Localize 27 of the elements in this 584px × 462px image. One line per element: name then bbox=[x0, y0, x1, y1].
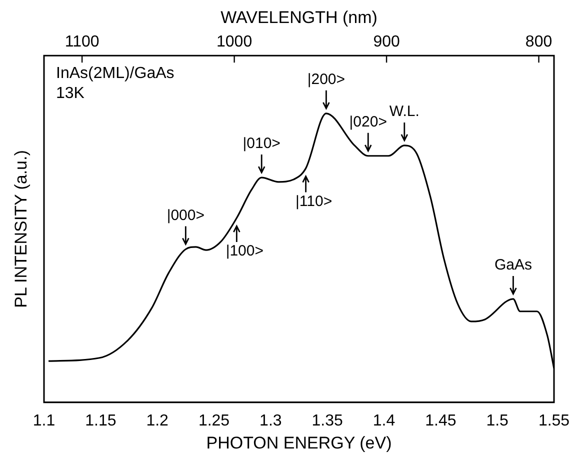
x-tick-label: 1.55 bbox=[538, 412, 570, 430]
text: 13K bbox=[56, 85, 85, 102]
x2-axis-title: WAVELENGTH (nm) bbox=[220, 8, 378, 27]
x-axis-title: PHOTON ENERGY (eV) bbox=[206, 433, 392, 452]
annotation: |010> bbox=[242, 135, 281, 152]
x2-tick-label: 1100 bbox=[64, 33, 100, 50]
annotation: |100> bbox=[226, 242, 264, 260]
annotation: |110> bbox=[296, 192, 332, 210]
x-tick-label: 1.4 bbox=[372, 412, 396, 430]
annotation: |020> bbox=[349, 114, 388, 131]
x-tick-label: 1.2 bbox=[146, 412, 169, 430]
x-tick-label: 1.25 bbox=[198, 412, 230, 430]
x-tick-label: 1.1 bbox=[32, 412, 56, 430]
y-axis-title: PL INTENSITY (a.u.) bbox=[12, 150, 31, 308]
x-tick-label: 1.35 bbox=[312, 412, 344, 430]
x-tick-label: 1.5 bbox=[486, 412, 509, 430]
annotation: |000> bbox=[166, 206, 205, 224]
x-tick-label: 1.15 bbox=[85, 412, 116, 430]
x-tick-label: 1.45 bbox=[425, 412, 456, 430]
x2-tick-label: 1000 bbox=[216, 33, 252, 50]
annotation: W.L. bbox=[389, 103, 420, 120]
annotation: |200> bbox=[307, 71, 346, 88]
annotation: GaAs bbox=[494, 256, 532, 274]
x2-tick-label: 800 bbox=[525, 33, 552, 50]
text: InAs(2ML)/GaAs bbox=[56, 65, 174, 82]
x-tick-label: 1.3 bbox=[260, 412, 282, 430]
x2-tick-label: 900 bbox=[373, 33, 400, 50]
